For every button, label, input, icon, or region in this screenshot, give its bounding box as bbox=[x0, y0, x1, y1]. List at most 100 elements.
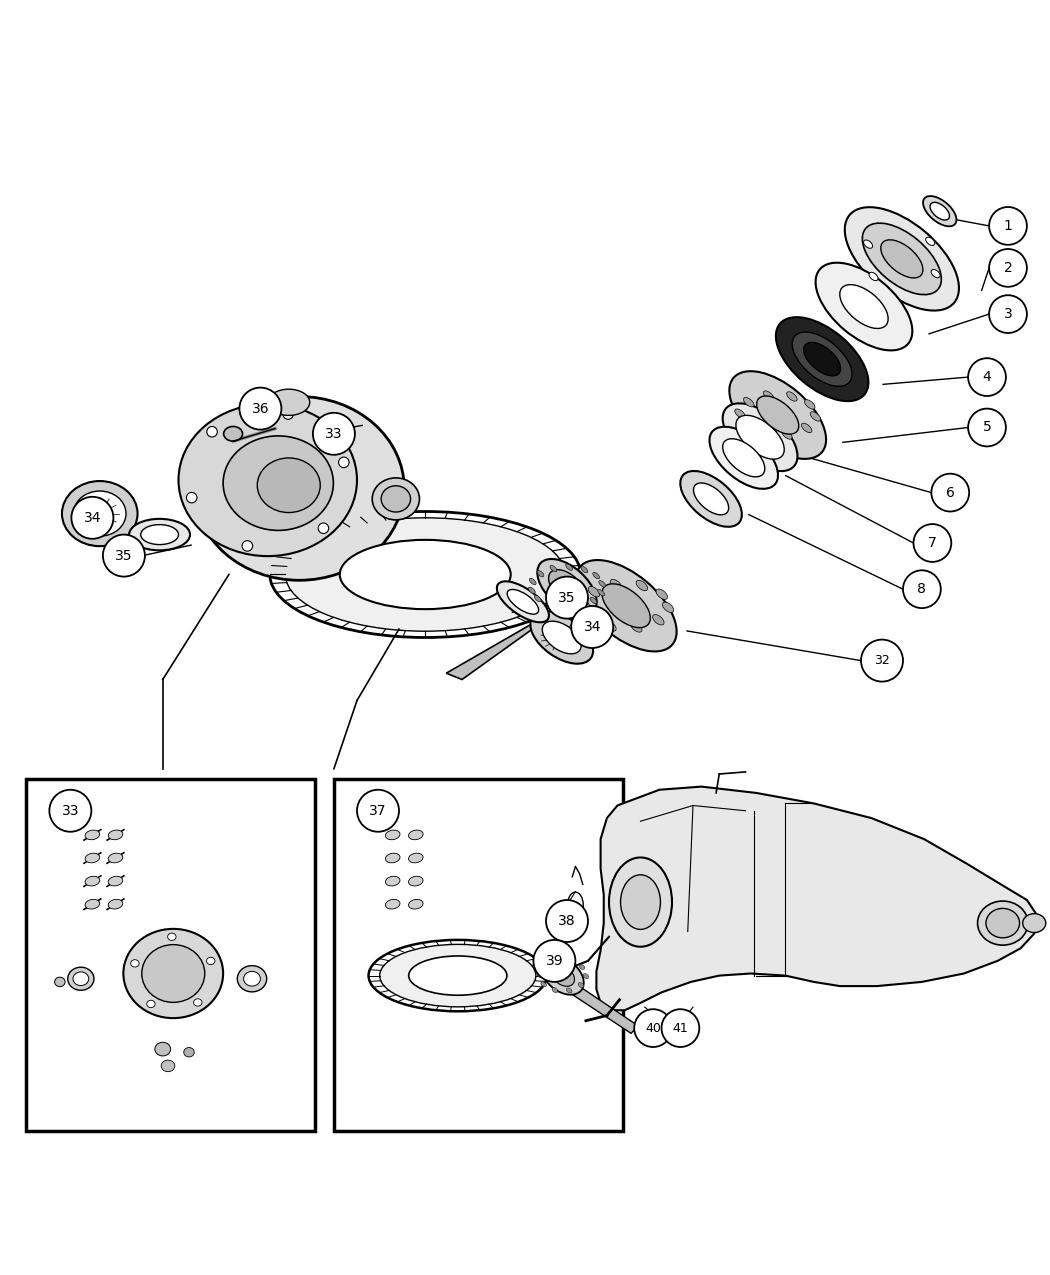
Ellipse shape bbox=[184, 1048, 194, 1057]
Ellipse shape bbox=[803, 343, 841, 376]
Ellipse shape bbox=[923, 196, 957, 227]
Ellipse shape bbox=[553, 959, 560, 964]
Ellipse shape bbox=[743, 398, 754, 407]
Circle shape bbox=[968, 408, 1006, 446]
Text: 34: 34 bbox=[84, 511, 101, 525]
Ellipse shape bbox=[621, 875, 660, 929]
Ellipse shape bbox=[340, 539, 510, 609]
Circle shape bbox=[71, 497, 113, 539]
Ellipse shape bbox=[757, 397, 799, 434]
Bar bbox=[334, 779, 623, 1131]
Ellipse shape bbox=[568, 959, 573, 964]
Ellipse shape bbox=[578, 602, 584, 609]
Ellipse shape bbox=[758, 428, 769, 439]
Ellipse shape bbox=[735, 409, 746, 418]
Ellipse shape bbox=[781, 430, 792, 439]
Text: 4: 4 bbox=[983, 370, 991, 384]
Circle shape bbox=[533, 940, 575, 982]
Ellipse shape bbox=[507, 589, 539, 615]
Ellipse shape bbox=[168, 933, 176, 941]
Text: 35: 35 bbox=[559, 590, 575, 604]
Ellipse shape bbox=[580, 964, 585, 969]
Ellipse shape bbox=[636, 580, 648, 590]
Ellipse shape bbox=[575, 560, 676, 652]
Ellipse shape bbox=[653, 1029, 662, 1038]
Ellipse shape bbox=[108, 899, 123, 909]
Text: 38: 38 bbox=[559, 914, 575, 928]
Ellipse shape bbox=[653, 615, 664, 625]
Ellipse shape bbox=[541, 982, 546, 987]
Ellipse shape bbox=[926, 237, 934, 246]
Ellipse shape bbox=[542, 964, 547, 969]
Ellipse shape bbox=[566, 564, 572, 570]
Text: 33: 33 bbox=[326, 427, 342, 441]
Ellipse shape bbox=[385, 876, 400, 886]
Ellipse shape bbox=[369, 940, 547, 1011]
Circle shape bbox=[357, 789, 399, 831]
Ellipse shape bbox=[862, 223, 942, 295]
Ellipse shape bbox=[147, 1001, 155, 1007]
Circle shape bbox=[571, 606, 613, 648]
Ellipse shape bbox=[108, 853, 123, 863]
Text: 35: 35 bbox=[116, 548, 132, 562]
Ellipse shape bbox=[845, 207, 959, 311]
Ellipse shape bbox=[542, 956, 584, 994]
Circle shape bbox=[989, 296, 1027, 333]
Ellipse shape bbox=[610, 579, 622, 590]
Ellipse shape bbox=[385, 899, 400, 909]
Ellipse shape bbox=[74, 491, 126, 537]
Ellipse shape bbox=[130, 960, 139, 966]
Circle shape bbox=[239, 388, 281, 430]
Ellipse shape bbox=[129, 519, 190, 551]
Ellipse shape bbox=[581, 566, 588, 572]
Ellipse shape bbox=[801, 423, 812, 432]
Ellipse shape bbox=[609, 858, 672, 947]
Polygon shape bbox=[563, 980, 638, 1033]
Ellipse shape bbox=[530, 611, 593, 664]
Ellipse shape bbox=[593, 572, 600, 579]
Circle shape bbox=[903, 570, 941, 608]
Ellipse shape bbox=[318, 523, 329, 533]
Ellipse shape bbox=[579, 983, 584, 988]
Ellipse shape bbox=[548, 570, 586, 604]
Ellipse shape bbox=[930, 203, 949, 221]
Circle shape bbox=[968, 358, 1006, 397]
Polygon shape bbox=[446, 598, 578, 680]
Ellipse shape bbox=[408, 956, 507, 996]
Ellipse shape bbox=[550, 565, 556, 571]
Circle shape bbox=[931, 474, 969, 511]
Circle shape bbox=[546, 576, 588, 618]
Ellipse shape bbox=[124, 929, 223, 1019]
Text: 36: 36 bbox=[252, 402, 269, 416]
Text: 8: 8 bbox=[918, 583, 926, 597]
Circle shape bbox=[662, 1010, 699, 1047]
Ellipse shape bbox=[605, 621, 616, 631]
Circle shape bbox=[546, 900, 588, 942]
Circle shape bbox=[989, 249, 1027, 287]
Text: 33: 33 bbox=[62, 803, 79, 817]
Ellipse shape bbox=[730, 371, 826, 459]
Ellipse shape bbox=[74, 972, 88, 986]
Ellipse shape bbox=[142, 945, 205, 1002]
Ellipse shape bbox=[193, 998, 202, 1006]
Ellipse shape bbox=[551, 965, 574, 987]
Ellipse shape bbox=[722, 403, 798, 472]
Ellipse shape bbox=[710, 427, 778, 488]
Ellipse shape bbox=[408, 899, 423, 909]
Ellipse shape bbox=[786, 391, 797, 402]
Circle shape bbox=[49, 789, 91, 831]
Ellipse shape bbox=[257, 458, 320, 513]
Ellipse shape bbox=[67, 968, 94, 991]
Ellipse shape bbox=[194, 397, 404, 580]
Text: 34: 34 bbox=[584, 620, 601, 634]
Ellipse shape bbox=[840, 284, 888, 329]
Ellipse shape bbox=[55, 977, 65, 987]
Ellipse shape bbox=[155, 1042, 170, 1056]
Text: 1: 1 bbox=[1004, 219, 1012, 233]
Ellipse shape bbox=[497, 581, 549, 622]
Ellipse shape bbox=[534, 595, 541, 602]
Ellipse shape bbox=[566, 988, 572, 993]
Text: 41: 41 bbox=[672, 1021, 689, 1034]
Ellipse shape bbox=[693, 483, 729, 515]
Text: 6: 6 bbox=[946, 486, 954, 500]
